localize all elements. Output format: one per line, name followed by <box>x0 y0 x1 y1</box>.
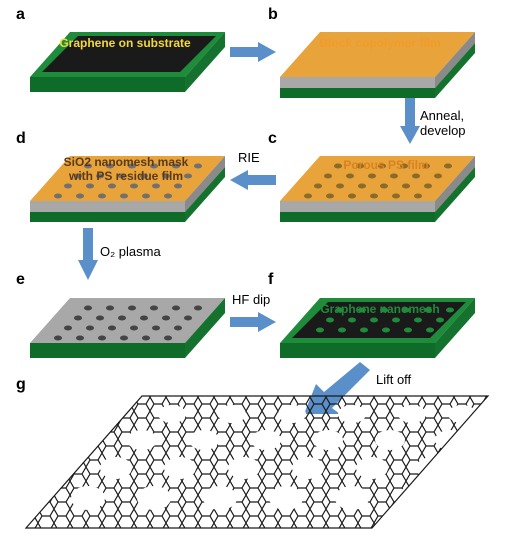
arrow-label-ef: HF dip <box>232 292 270 307</box>
label-a: Graphene on substrate <box>50 36 200 50</box>
arrow-label-de: O₂ plasma <box>100 244 161 259</box>
slab-b <box>280 22 480 102</box>
label-d-line2: with PS residue film <box>69 169 183 183</box>
label-d-line1: SiO2 nanomesh mask <box>64 155 189 169</box>
panel-letter-b: b <box>268 6 278 24</box>
slab-f <box>280 288 480 368</box>
label-f: Graphene nanomesh <box>300 302 460 316</box>
label-b: Block copolymer film <box>300 36 460 50</box>
arrow-label-cd: RIE <box>238 150 260 165</box>
panel-letter-e: e <box>16 271 25 289</box>
panel-letter-c: c <box>268 130 277 148</box>
slab-e <box>30 288 230 368</box>
panel-g-mesh <box>22 390 492 535</box>
arrow-label-bc: Anneal, develop <box>420 108 512 138</box>
arrow-de <box>76 226 100 282</box>
slab-a <box>30 22 230 102</box>
panel-letter-f: f <box>268 271 273 289</box>
panel-letter-a: a <box>16 6 25 24</box>
arrow-ab <box>228 40 278 64</box>
panel-letter-d: d <box>16 130 26 148</box>
label-d: SiO2 nanomesh mask with PS residue film <box>46 155 206 184</box>
label-c: Porous PS film <box>316 158 456 172</box>
arrow-ef <box>228 310 278 334</box>
arrow-cd <box>228 168 278 192</box>
arrow-bc <box>398 96 422 146</box>
arrow-label-fg: Lift off <box>376 372 411 387</box>
